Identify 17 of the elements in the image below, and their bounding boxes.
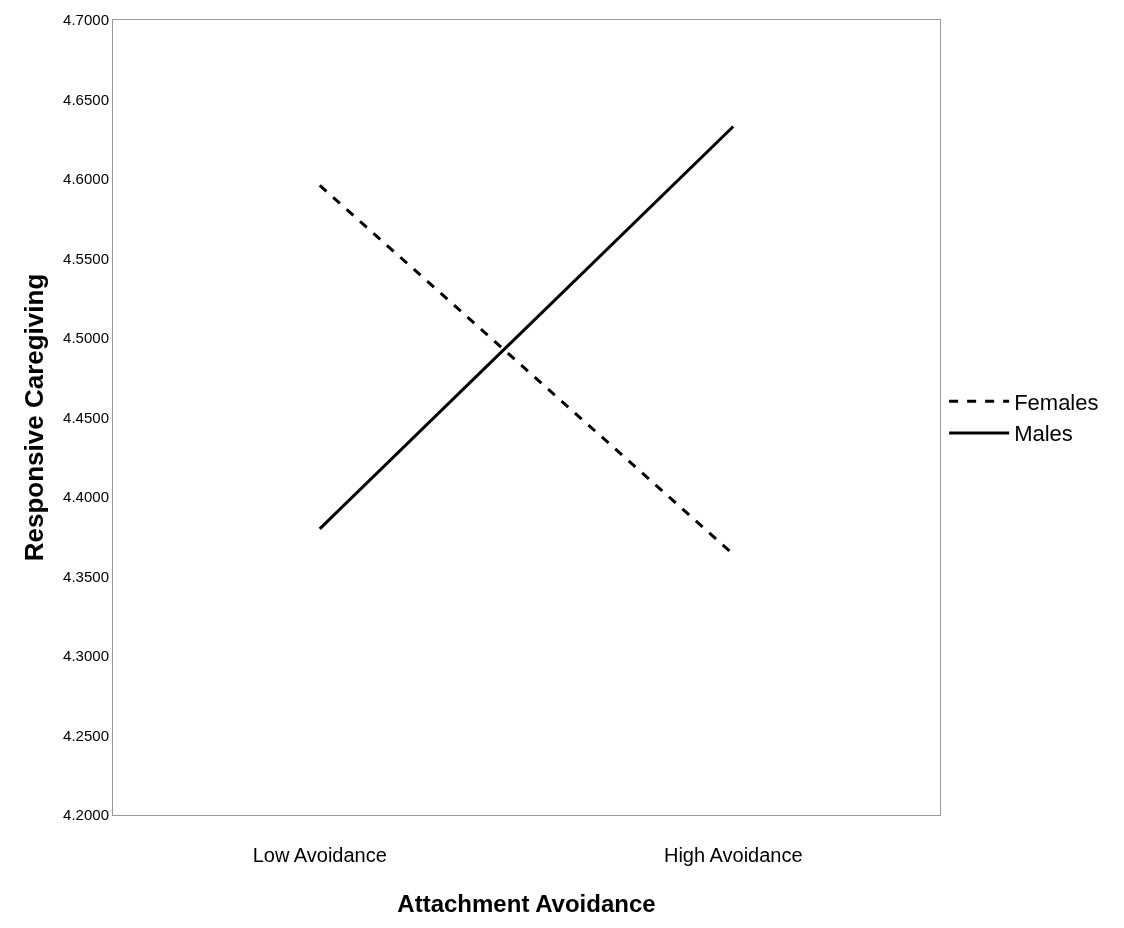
y-tick-label: 4.7000	[63, 11, 109, 29]
x-tick-label: High Avoidance	[663, 844, 803, 866]
y-tick-label: 4.4500	[63, 408, 109, 426]
y-axis-title: Responsive Caregiving	[18, 273, 49, 562]
y-tick-label: 4.6000	[63, 170, 109, 188]
legend-label: Males	[1014, 421, 1073, 447]
y-tick-label: 4.2500	[63, 726, 109, 744]
legend-label: Females	[1014, 389, 1099, 415]
y-tick-label: 4.4000	[63, 488, 109, 506]
y-tick-label: 4.5000	[63, 329, 109, 347]
x-axis-title: Attachment Avoidance	[397, 890, 656, 918]
y-tick-label: 4.2000	[63, 806, 109, 824]
y-tick-label: 4.3000	[63, 647, 109, 665]
y-tick-label: 4.5500	[63, 249, 109, 267]
x-tick-label: Low Avoidance	[252, 844, 387, 866]
y-tick-label: 4.3500	[63, 567, 109, 585]
y-tick-label: 4.6500	[63, 90, 109, 108]
